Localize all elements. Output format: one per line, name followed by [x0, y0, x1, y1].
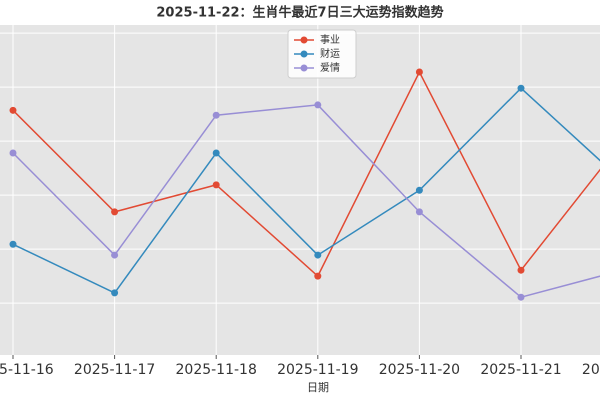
data-point — [9, 149, 17, 157]
x-tick-label: 2025-11-19 — [277, 362, 358, 378]
data-point — [314, 101, 322, 109]
data-point — [415, 68, 423, 76]
legend-marker — [300, 64, 308, 72]
data-point — [9, 106, 17, 114]
data-point — [111, 208, 119, 216]
data-point — [111, 251, 119, 259]
x-tick-label: 2025-11-22 — [582, 362, 600, 378]
data-point — [212, 181, 220, 189]
data-point — [517, 84, 525, 92]
legend-marker — [300, 50, 308, 58]
plot-area — [0, 25, 600, 355]
legend-label: 财运 — [320, 47, 340, 60]
x-axis-label: 日期 — [307, 381, 329, 394]
data-point — [111, 289, 119, 297]
x-tick-label: 2025-11-20 — [379, 362, 460, 378]
data-point — [415, 186, 423, 194]
x-tick-label: 2025-11-21 — [480, 362, 561, 378]
data-point — [415, 208, 423, 216]
chart-title: 2025-11-22：生肖牛最近7日三大运势指数趋势 — [156, 5, 443, 21]
data-point — [9, 240, 17, 248]
data-point — [212, 111, 220, 119]
data-point — [212, 149, 220, 157]
legend-marker — [300, 36, 308, 44]
data-point — [314, 251, 322, 259]
legend-label: 爱情 — [320, 61, 340, 74]
x-tick-label: 2025-11-17 — [74, 362, 155, 378]
data-point — [517, 293, 525, 301]
data-point — [517, 266, 525, 274]
data-point — [314, 272, 322, 280]
x-tick-label: 2025-11-18 — [176, 362, 257, 378]
plot: 2025-11-16 2025-11-17 2025-11-18 2025-11-19… — [0, 25, 600, 378]
legend-label: 事业 — [320, 33, 340, 46]
x-tick-label: 2025-11-16 — [0, 362, 54, 378]
